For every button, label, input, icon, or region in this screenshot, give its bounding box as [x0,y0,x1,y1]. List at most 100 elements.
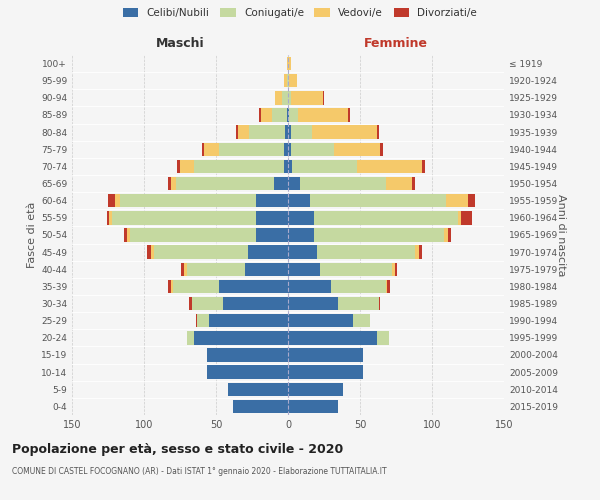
Bar [392,262,395,276]
Bar [323,91,324,104]
Bar [284,160,288,173]
Bar [288,126,291,139]
Bar [288,400,338,413]
Bar [187,331,194,344]
Bar [287,57,288,70]
Bar [248,246,288,259]
Bar [349,108,350,122]
Text: Popolazione per età, sesso e stato civile - 2020: Popolazione per età, sesso e stato civil… [12,442,343,456]
Bar [289,108,298,122]
Y-axis label: Anni di nascita: Anni di nascita [556,194,566,276]
Bar [287,74,288,88]
Bar [291,126,313,139]
Bar [458,211,461,224]
Bar [124,228,127,241]
Bar [227,382,288,396]
Bar [288,331,377,344]
Bar [256,194,288,207]
Bar [331,280,386,293]
Bar [147,246,151,259]
Bar [291,142,334,156]
Bar [181,262,184,276]
Bar [353,314,370,328]
Bar [386,177,412,190]
Bar [313,126,377,139]
Bar [223,297,288,310]
Bar [194,160,284,173]
Bar [468,194,475,207]
Bar [256,228,288,241]
Bar [208,366,288,379]
Bar [288,280,331,293]
Bar [127,228,130,241]
Bar [292,160,357,173]
Bar [288,262,320,276]
Bar [115,194,119,207]
Bar [310,194,446,207]
Bar [422,160,425,173]
Bar [288,91,291,104]
Bar [219,142,284,156]
Bar [205,142,219,156]
Bar [288,160,292,173]
Bar [288,108,289,122]
Bar [288,246,317,259]
Bar [172,177,176,190]
Bar [256,211,288,224]
Bar [233,400,288,413]
Text: Femmine: Femmine [364,36,428,50]
Bar [415,246,419,259]
Bar [194,331,288,344]
Bar [180,160,194,173]
Bar [386,280,388,293]
Text: COMUNE DI CASTEL FOCOGNANO (AR) - Dati ISTAT 1° gennaio 2020 - Elaborazione TUTT: COMUNE DI CASTEL FOCOGNANO (AR) - Dati I… [12,468,386,476]
Legend: Celibi/Nubili, Coniugati/e, Vedovi/e, Divorziati/e: Celibi/Nubili, Coniugati/e, Vedovi/e, Di… [123,8,477,18]
Bar [107,211,109,224]
Bar [299,177,386,190]
Bar [446,194,468,207]
Bar [314,211,458,224]
Bar [461,211,472,224]
Bar [108,194,115,207]
Bar [119,194,256,207]
Bar [334,142,380,156]
Bar [219,280,288,293]
Bar [187,262,245,276]
Bar [395,262,397,276]
Bar [197,314,209,328]
Bar [284,74,287,88]
Bar [288,142,291,156]
Bar [209,314,288,328]
Bar [169,177,172,190]
Bar [357,160,422,173]
Bar [236,126,238,139]
Bar [288,297,338,310]
Bar [188,297,191,310]
Bar [288,366,363,379]
Bar [274,177,288,190]
Bar [288,57,291,70]
Bar [259,108,260,122]
Bar [377,331,389,344]
Bar [288,348,363,362]
Bar [238,126,249,139]
Text: Maschi: Maschi [155,36,205,50]
Bar [173,280,219,293]
Bar [443,228,448,241]
Bar [285,126,288,139]
Bar [184,262,187,276]
Bar [298,108,349,122]
Bar [275,91,282,104]
Bar [272,108,287,122]
Bar [109,211,112,224]
Bar [151,246,154,259]
Bar [208,348,288,362]
Bar [288,211,314,224]
Bar [289,74,296,88]
Bar [177,160,180,173]
Bar [249,126,285,139]
Bar [172,280,173,293]
Bar [338,297,379,310]
Bar [196,314,197,328]
Bar [288,177,299,190]
